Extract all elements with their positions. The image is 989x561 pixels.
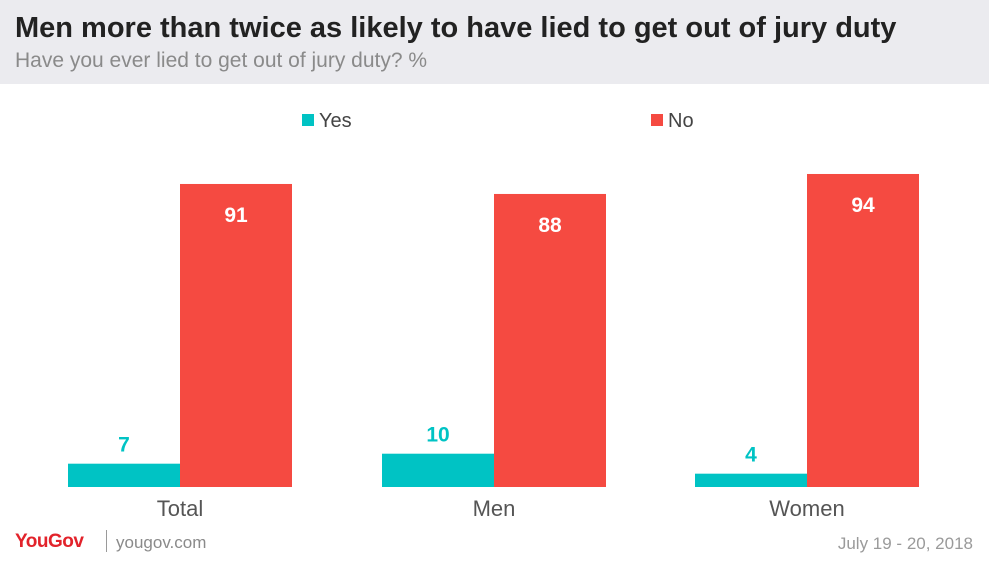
bar-women-yes [695, 473, 807, 487]
yougov-logo: YouGov [15, 531, 84, 552]
data-label-men-yes: 10 [426, 424, 449, 447]
bar-men-no [494, 193, 606, 487]
legend-label-no: No [668, 110, 694, 132]
bar-total-yes [68, 463, 180, 487]
data-label-total-no: 91 [224, 204, 248, 227]
legend-swatch-no [651, 114, 663, 126]
header: Men more than twice as likely to have li… [0, 0, 989, 84]
legend-label-yes: Yes [319, 110, 352, 132]
data-label-total-yes: 7 [118, 434, 130, 457]
data-label-women-no: 94 [851, 194, 875, 217]
survey-date: July 19 - 20, 2018 [837, 534, 973, 553]
chart-title: Men more than twice as likely to have li… [15, 12, 897, 44]
bar-total-no [180, 183, 292, 487]
footer-site-link[interactable]: yougov.com [116, 533, 207, 552]
footer-divider [106, 530, 107, 552]
legend-swatch-yes [302, 114, 314, 126]
bar-women-no [807, 173, 919, 488]
category-label-total: Total [157, 496, 203, 521]
chart-subtitle: Have you ever lied to get out of jury du… [15, 49, 428, 72]
data-label-men-no: 88 [538, 214, 562, 237]
bar-men-yes [382, 453, 494, 487]
data-label-women-yes: 4 [745, 444, 757, 467]
category-label-men: Men [473, 496, 516, 521]
category-label-women: Women [769, 496, 844, 521]
